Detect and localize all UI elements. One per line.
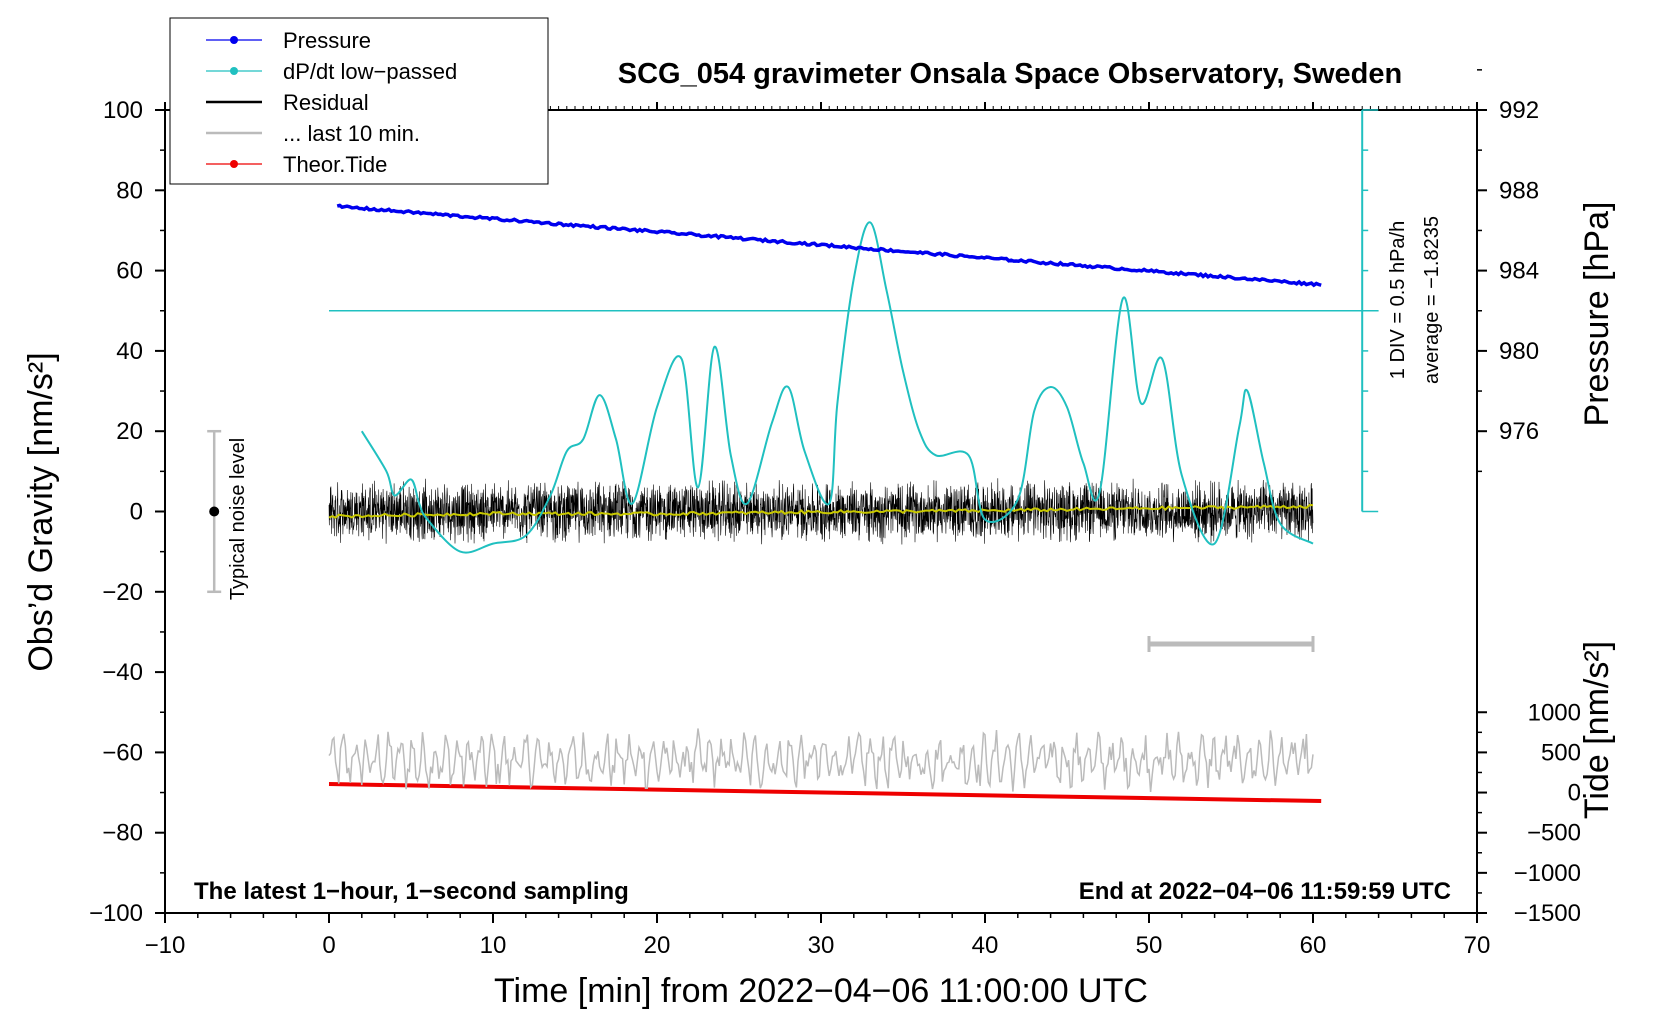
y-tick-label: −100 [89, 900, 143, 927]
y-axis-title-left: Obs’d Gravity [nm/s²] [22, 352, 60, 671]
pressure-tick-label: 988 [1499, 177, 1539, 204]
legend-label: ... last 10 min. [283, 121, 420, 146]
scale-div-label: 1 DIV = 0.5 hPa/h [1387, 221, 1409, 379]
tide-tick-label: 0 [1568, 780, 1581, 807]
pressure-tick-label: 984 [1499, 258, 1539, 285]
y-tick-label: −60 [102, 739, 143, 766]
data-series [328, 203, 1322, 804]
y-axis-title-tide: Tide [nm/s²] [1578, 641, 1616, 819]
pressure-tick-label: 992 [1499, 97, 1539, 124]
series-dpdt [360, 221, 1314, 554]
tide-tick-label: −1500 [1514, 900, 1581, 927]
series-residual [328, 478, 1314, 545]
y-axis-title-pressure: Pressure [hPa] [1578, 202, 1616, 427]
tide-tick-label: 500 [1541, 739, 1581, 766]
y-tick-label: 40 [116, 338, 143, 365]
tide-tick-label: −1000 [1514, 860, 1581, 887]
x-tick-label: 30 [808, 932, 835, 959]
annotation-end-time: End at 2022−04−06 11:59:59 UTC [1079, 878, 1451, 905]
y-tick-label: −20 [102, 579, 143, 606]
legend-entries: Pressure dP/dt low−passed Residual ... last… [206, 28, 457, 177]
y-tick-label: 100 [103, 97, 143, 124]
y-tick-label: 0 [130, 499, 143, 526]
y-tick-label: −80 [102, 820, 143, 847]
axis-ticks: −10 0 10 20 30 40 50 60 70100806040200−20−40−60−… [89, 69, 1581, 959]
x-tick-label: −10 [145, 932, 186, 959]
legend-label: Theor.Tide [283, 152, 387, 177]
legend-label: dP/dt low−passed [283, 59, 457, 84]
y-tick-label: −40 [102, 659, 143, 686]
x-tick-label: 40 [972, 932, 999, 959]
legend-marker [230, 160, 238, 168]
legend-marker [230, 36, 238, 44]
x-tick-label: 50 [1136, 932, 1163, 959]
x-tick-label: 0 [322, 932, 335, 959]
legend-label: Residual [283, 90, 369, 115]
pressure-tick-label: 976 [1499, 418, 1539, 445]
pressure-tick-label: 980 [1499, 338, 1539, 365]
tide-tick-label: −500 [1527, 820, 1581, 847]
series-pressure [336, 203, 1322, 288]
legend: Pressure dP/dt low−passed Residual ... last… [169, 17, 549, 185]
legend-marker [230, 67, 238, 75]
x-tick-label: 10 [480, 932, 507, 959]
y-tick-label: 80 [116, 177, 143, 204]
noise-level-label: Typical noise level [227, 438, 249, 600]
legend-label: Pressure [283, 28, 371, 53]
chart-title: SCG_054 gravimeter Onsala Space Observat… [618, 58, 1402, 90]
x-tick-label: 60 [1300, 932, 1327, 959]
tide-tick-label: 1000 [1528, 699, 1581, 726]
series-last-10-min [328, 728, 1314, 792]
y-tick-label: 60 [116, 258, 143, 285]
series-residual-smoothed [328, 503, 1314, 519]
x-tick-label: 70 [1464, 932, 1491, 959]
x-tick-label: 20 [644, 932, 671, 959]
annotation-sampling: The latest 1−hour, 1−second sampling [194, 878, 629, 905]
noise-level-dot [209, 506, 220, 517]
x-axis-title: Time [min] from 2022−04−06 11:00:00 UTC [494, 972, 1148, 1010]
overlays [207, 109, 1379, 652]
series-theor-tide [328, 782, 1322, 804]
average-label: average = −1.8235 [1421, 216, 1443, 384]
y-tick-label: 20 [116, 418, 143, 445]
